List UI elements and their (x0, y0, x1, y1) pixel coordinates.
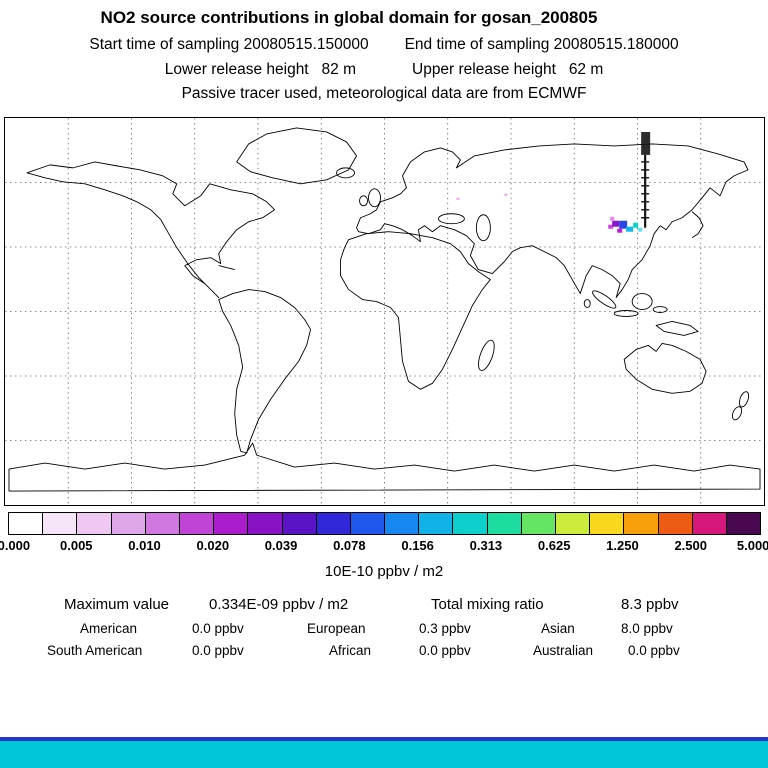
release-heights-line: Lower release height 82 m Upper release … (0, 61, 768, 79)
colorbar-unit-label: 10E-10 ppbv / m2 (324, 563, 444, 580)
contribution-label: Australian (533, 643, 594, 658)
upper-release-height-text: Upper release height 62 m (412, 61, 604, 78)
concentration-pixel (612, 220, 620, 227)
concentration-pixel (610, 216, 615, 221)
colorbar-segment (590, 513, 625, 534)
contribution-value: 8.0 ppbv (621, 621, 673, 636)
colorbar-segment (145, 513, 180, 534)
data-blob (456, 193, 643, 233)
colorbar-segment (248, 513, 283, 534)
lower-release-height-text: Lower release height 82 m (164, 61, 356, 78)
concentration-pixel (638, 227, 643, 232)
coastlines (8, 127, 761, 492)
java-outline (613, 310, 639, 317)
britain-outline (368, 188, 381, 208)
colorbar-segment (453, 513, 488, 534)
colorbar-tick-label: 0.078 (333, 538, 366, 553)
colorbar-segment (385, 513, 420, 534)
colorbar-segment (419, 513, 454, 534)
colorbar-segment (43, 513, 78, 534)
madagascar-outline (478, 339, 495, 371)
new-zealand-south-outline (731, 406, 743, 421)
concentration-pixel (626, 226, 634, 232)
tracer-info-text: Passive tracer used, meteorological data… (181, 85, 587, 102)
map-grid (5, 118, 764, 505)
colorbar-segment (350, 513, 386, 534)
colorbar (8, 512, 761, 535)
cuba-outline (218, 265, 235, 271)
concentration-pixel (617, 228, 623, 233)
sri-lanka-outline (583, 299, 591, 308)
bottom-status-strip (0, 737, 768, 768)
end-time-text: End time of sampling 20080515.180000 (404, 36, 679, 53)
contribution-value: 0.0 ppbv (192, 621, 244, 636)
colorbar-tick-label: 5.000 (736, 538, 768, 553)
contribution-label: American (80, 621, 138, 636)
colorbar-segment (214, 513, 249, 534)
colorbar-tick-label: 0.039 (264, 538, 298, 553)
colorbar-tick-label: 0.000 (0, 538, 31, 553)
contribution-value: 0.0 ppbv (419, 643, 471, 658)
colorbar-segment (658, 513, 693, 534)
colorbar-tick-label: 0.020 (196, 538, 230, 553)
ireland-outline (359, 195, 368, 207)
receptor-marker (641, 131, 651, 228)
colorbar-tick-label: 0.005 (59, 538, 93, 553)
concentration-pixel (504, 193, 508, 196)
contribution-value: 0.0 ppbv (628, 643, 680, 658)
colorbar-tick-label: 0.313 (469, 538, 503, 553)
concentration-pixel (608, 224, 614, 229)
colorbar-tick-label: 0.625 (537, 538, 571, 553)
colorbar-segment (316, 513, 351, 534)
colorbar-segment (624, 513, 659, 534)
contribution-label: African (329, 643, 372, 658)
colorbar-tick-label: 2.500 (674, 538, 707, 553)
total-mixing-label: Total mixing ratio (431, 596, 544, 613)
iceland-outline (336, 167, 355, 179)
concentration-pixel (456, 197, 460, 200)
colorbar-tick-label: 0.156 (401, 538, 434, 553)
contribution-label: Asian (541, 621, 575, 636)
japan-outline (691, 211, 704, 239)
tracer-info-line: Passive tracer used, meteorological data… (0, 85, 768, 103)
max-value: 0.334E-09 ppbv / m2 (209, 596, 349, 613)
sumatra-outline (592, 290, 617, 309)
start-time-text: Start time of sampling 20080515.150000 (89, 36, 369, 53)
max-value-label: Maximum value (64, 596, 170, 613)
contribution-label: South American (47, 643, 143, 658)
colorbar-segment (111, 513, 146, 534)
contribution-value: 0.0 ppbv (192, 643, 244, 658)
page-title: NO2 source contributions in global domai… (100, 8, 598, 27)
colorbar-ticks: 0.000 0.005 0.010 0.020 0.039 0.078 0.156 0.313… (0, 538, 768, 555)
colorbar-segment (726, 513, 761, 534)
sulawesi-outline (652, 306, 668, 313)
colorbar-segment (556, 513, 591, 534)
black-sea-outline (437, 213, 465, 225)
colorbar-segment (487, 513, 522, 534)
sampling-times-line: Start time of sampling 20080515.150000 E… (0, 36, 768, 54)
colorbar-segment (9, 513, 44, 534)
colorbar-tick-label: 1.250 (606, 538, 639, 553)
colorbar-segment (521, 513, 556, 534)
total-mixing-value: 8.3 ppbv (621, 596, 679, 613)
borneo-outline (631, 293, 653, 310)
contribution-label: European (307, 621, 366, 636)
colorbar-segment (692, 513, 727, 534)
concentration-pixel (619, 220, 628, 229)
colorbar-tick-label: 0.010 (128, 538, 161, 553)
contribution-value: 0.3 ppbv (419, 621, 471, 636)
colorbar-segment (77, 513, 112, 534)
caspian-sea-outline (475, 214, 491, 242)
colorbar-segment (282, 513, 317, 534)
new-zealand-north-outline (738, 391, 750, 408)
concentration-pixel (633, 222, 639, 228)
colorbar-segment (179, 513, 215, 534)
world-map (4, 117, 765, 506)
